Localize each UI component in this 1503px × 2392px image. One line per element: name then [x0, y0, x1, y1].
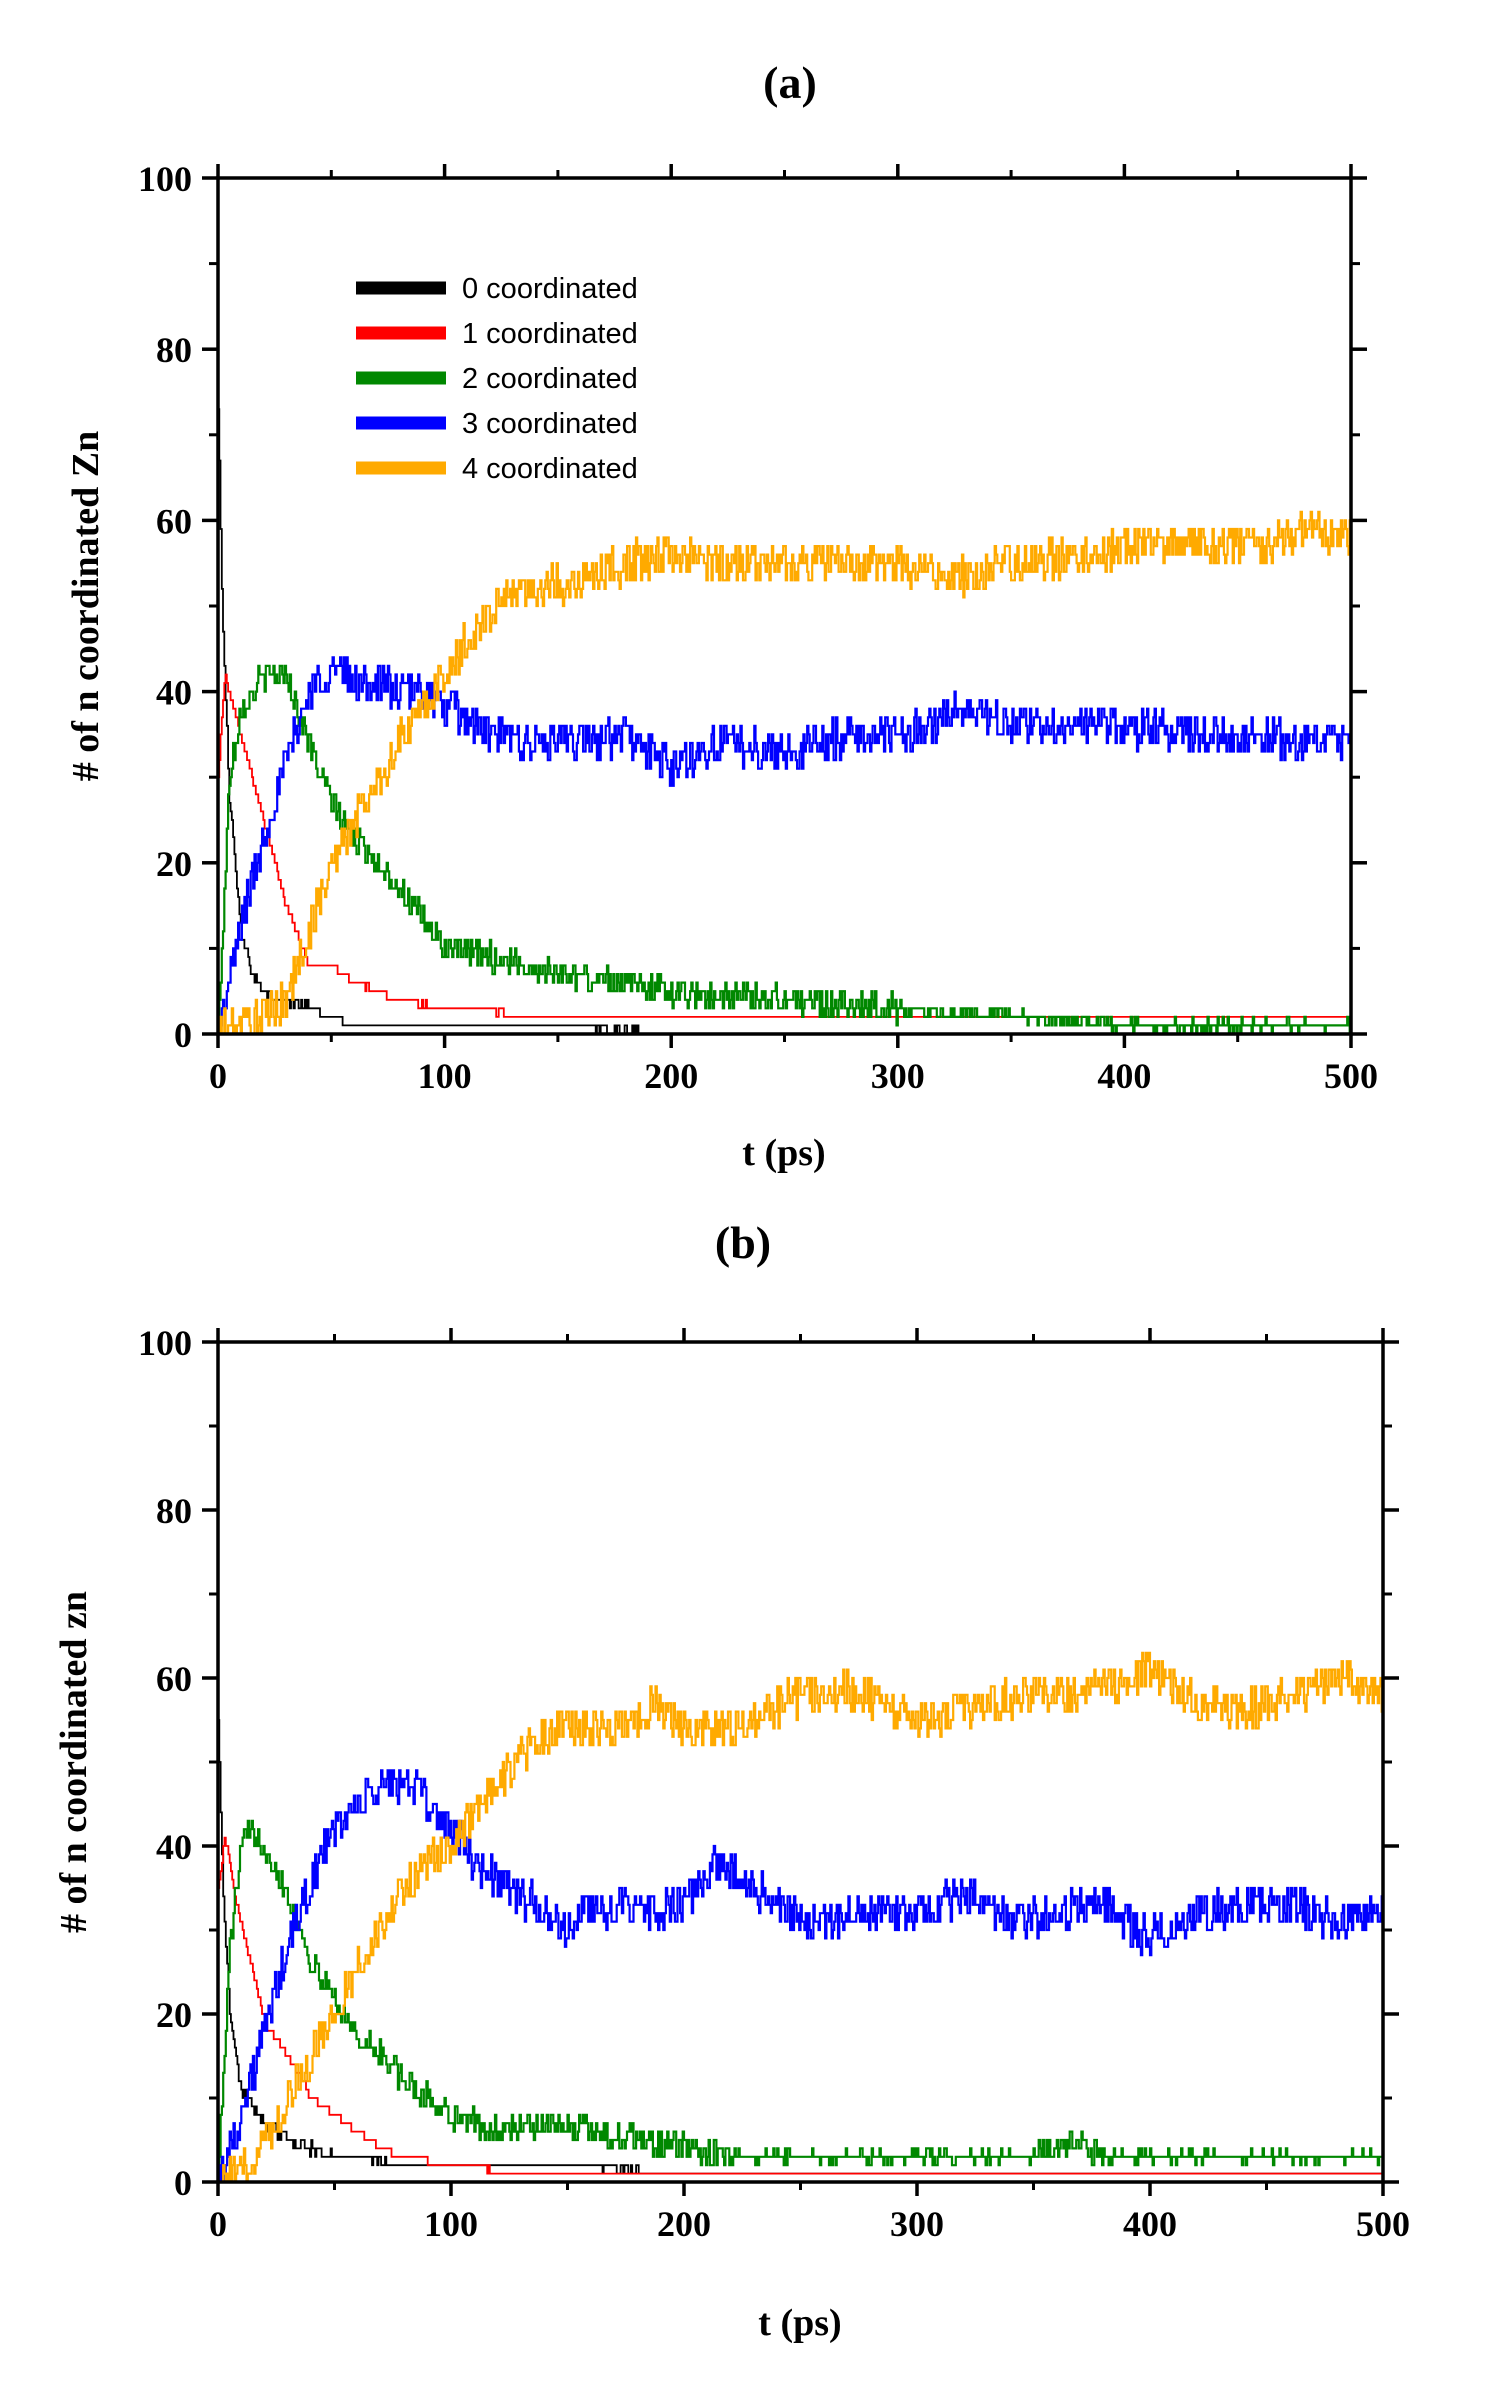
series-line-1-coordinated [218, 1836, 1383, 2175]
panel-a-label: (a) [763, 57, 817, 108]
x-tick-label: 500 [1324, 1056, 1378, 1096]
y-tick-label: 80 [156, 330, 192, 370]
series-line-2-coordinated [218, 1819, 1385, 2184]
legend: 0 coordinated 1 coordinated 2 coordinated 3… [356, 273, 638, 485]
panel-b-series [218, 1651, 1385, 2184]
x-tick-label: 0 [209, 1056, 227, 1096]
panel-a-y-axis-title: # of n coordinated Zn [65, 431, 107, 781]
panel-a-x-axis-title: t (ps) [742, 1132, 825, 1174]
legend-label: 4 coordinated [462, 453, 638, 485]
y-tick-label: 0 [174, 1015, 192, 1055]
y-tick-label: 40 [156, 1827, 192, 1867]
y-tick-label: 80 [156, 1491, 192, 1531]
x-tick-label: 300 [890, 2204, 944, 2244]
x-tick-label: 0 [209, 2204, 227, 2244]
legend-label: 1 coordinated [462, 318, 638, 350]
series-line-1-coordinated [218, 673, 1351, 1018]
y-tick-label: 100 [138, 1323, 192, 1363]
series-line-4-coordinated [218, 510, 1353, 1036]
x-tick-label: 400 [1123, 2204, 1177, 2244]
legend-label: 0 coordinated [462, 273, 638, 305]
y-tick-label: 20 [156, 1995, 192, 2035]
panel-a-frame [216, 176, 1353, 1036]
series-line-3-coordinated [218, 656, 1353, 1036]
x-tick-label: 100 [418, 1056, 472, 1096]
x-tick-label: 200 [644, 1056, 698, 1096]
y-tick-label: 40 [156, 673, 192, 713]
legend-label: 3 coordinated [462, 408, 638, 440]
y-tick-label: 60 [156, 1659, 192, 1699]
legend-label: 2 coordinated [462, 363, 638, 395]
panel-b-label: (b) [715, 1217, 771, 1268]
x-tick-label: 300 [871, 1056, 925, 1096]
y-tick-label: 20 [156, 844, 192, 884]
x-tick-label: 500 [1356, 2204, 1410, 2244]
y-tick-label: 60 [156, 501, 192, 541]
series-line-3-coordinated [218, 1769, 1385, 2184]
panel-b-frame [216, 1340, 1385, 2184]
panel-b-x-axis-title: t (ps) [758, 2302, 841, 2344]
panel-a-series [218, 408, 1353, 1036]
y-tick-label: 0 [174, 2163, 192, 2203]
y-tick-label: 100 [138, 159, 192, 199]
x-tick-label: 100 [424, 2204, 478, 2244]
series-line-4-coordinated [218, 1651, 1385, 2184]
x-tick-label: 200 [657, 2204, 711, 2244]
panel-b-y-axis-title: # of n coordinated zn [53, 1591, 95, 1933]
x-tick-label: 400 [1097, 1056, 1151, 1096]
